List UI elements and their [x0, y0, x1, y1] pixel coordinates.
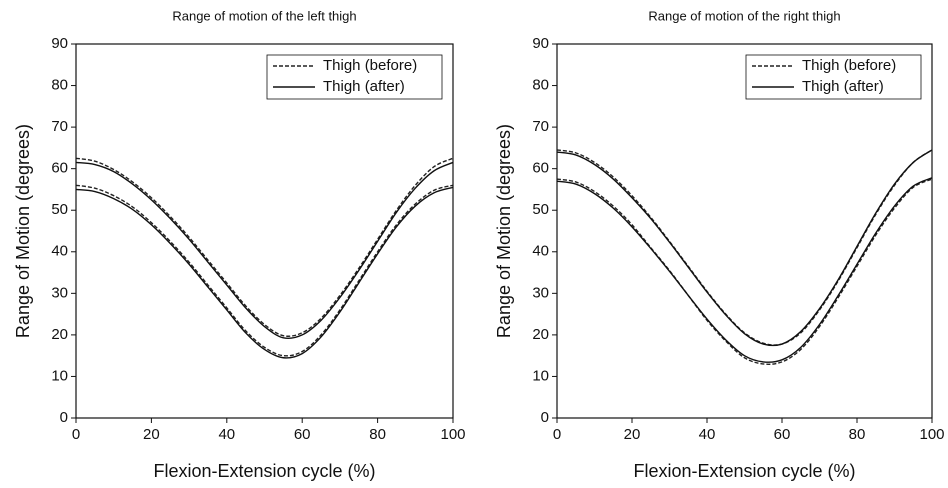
y-tick-label: 60 — [51, 160, 68, 177]
legend-label: Thigh (after) — [802, 78, 884, 95]
y-tick-label: 20 — [532, 326, 549, 343]
x-tick-label: 40 — [699, 426, 716, 443]
plot-frame — [75, 43, 454, 419]
y-tick-label: 50 — [532, 201, 549, 218]
y-tick-label: 10 — [51, 367, 68, 384]
y-tick-label: 0 — [60, 409, 68, 426]
legend: Thigh (before) Thigh (after) — [745, 54, 922, 100]
x-tick-label: 20 — [624, 426, 641, 443]
legend-box — [266, 54, 443, 100]
x-tick-label: 0 — [553, 426, 561, 443]
chart-title: Range of motion of the right thigh — [648, 8, 840, 23]
legend-label: Thigh (after) — [323, 78, 405, 95]
subplot: Range of motion of the left thigh Flexion… — [13, 8, 466, 480]
y-tick-label: 40 — [532, 243, 549, 260]
chart-title: Range of motion of the left thigh — [172, 8, 356, 23]
y-tick-label: 50 — [51, 201, 68, 218]
y-tick-label: 30 — [532, 284, 549, 301]
subplot: Range of motion of the right thigh Flexio… — [494, 8, 945, 480]
line — [75, 186, 454, 359]
line — [75, 161, 454, 340]
x-tick-label: 100 — [440, 426, 465, 443]
x-tick-label: 60 — [294, 426, 311, 443]
x-tick-label: 0 — [72, 426, 80, 443]
x-tick-label: 100 — [919, 426, 944, 443]
line — [556, 177, 933, 363]
line — [75, 157, 454, 337]
line — [556, 178, 933, 365]
y-tick-label: 90 — [51, 35, 68, 52]
legend: Thigh (before) Thigh (after) — [266, 54, 443, 100]
x-tick-label: 40 — [218, 426, 235, 443]
x-tick-label: 80 — [369, 426, 386, 443]
x-axis-label: Flexion-Extension cycle (%) — [153, 461, 375, 481]
y-tick-label: 30 — [51, 284, 68, 301]
y-tick-label: 60 — [532, 160, 549, 177]
y-tick-label: 80 — [51, 77, 68, 94]
line — [556, 149, 933, 347]
x-tick-label: 80 — [849, 426, 866, 443]
y-axis-label: Range of Motion (degrees) — [13, 124, 33, 338]
line — [75, 184, 454, 357]
y-tick-label: 20 — [51, 326, 68, 343]
y-tick-label: 80 — [532, 77, 549, 94]
legend-label: Thigh (before) — [802, 57, 896, 74]
y-tick-label: 70 — [532, 118, 549, 135]
x-axis-label: Flexion-Extension cycle (%) — [633, 461, 855, 481]
y-tick-label: 40 — [51, 243, 68, 260]
y-tick-label: 0 — [541, 409, 549, 426]
x-tick-label: 60 — [774, 426, 791, 443]
x-tick-label: 20 — [143, 426, 160, 443]
legend-label: Thigh (before) — [323, 57, 417, 74]
y-tick-label: 10 — [532, 367, 549, 384]
plot-frame — [556, 43, 933, 419]
y-tick-label: 70 — [51, 118, 68, 135]
legend-box — [745, 54, 922, 100]
y-axis-label: Range of Motion (degrees) — [494, 124, 514, 338]
y-tick-label: 90 — [532, 35, 549, 52]
